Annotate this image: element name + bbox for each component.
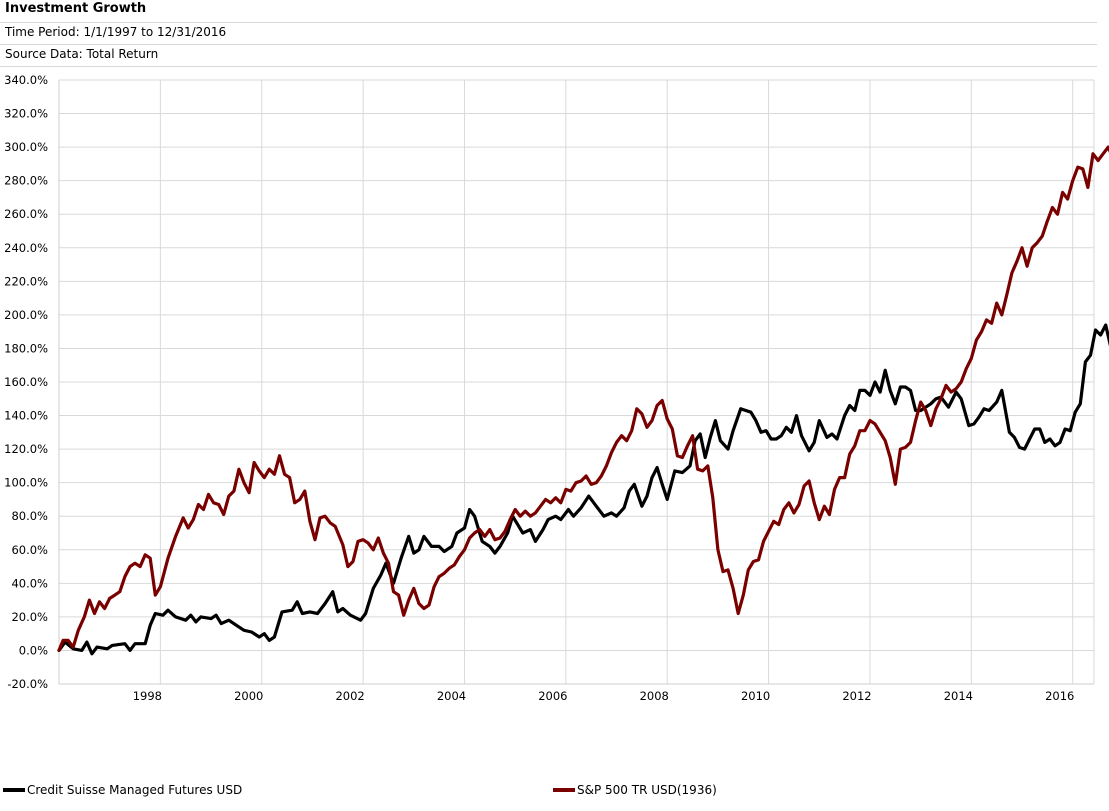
y-tick-label: 100.0% [4, 476, 48, 490]
legend-item-series-1: Credit Suisse Managed Futures USD [3, 782, 242, 798]
y-tick-label: 260.0% [4, 207, 48, 221]
y-tick-label: 0.0% [19, 643, 48, 657]
x-tick-label: 2016 [1045, 689, 1074, 703]
x-tick-label: 2010 [741, 689, 770, 703]
y-tick-label: 20.0% [11, 610, 48, 624]
legend-swatch-series-1 [3, 787, 25, 792]
x-tick-label: 2000 [234, 689, 263, 703]
chart-title-row: Investment Growth [0, 0, 1097, 23]
chart-title: Investment Growth [5, 1, 147, 16]
legend-item-series-2: S&P 500 TR USD(1936) [553, 782, 717, 798]
time-period-label: Time Period: 1/1/1997 to 12/31/2016 [5, 25, 227, 39]
x-tick-label: 2006 [538, 689, 567, 703]
y-tick-label: 180.0% [4, 341, 48, 355]
legend-swatch-series-2 [553, 787, 575, 792]
y-tick-label: 240.0% [4, 241, 48, 255]
y-tick-label: -20.0% [7, 677, 48, 691]
investment-growth-chart: -20.0% 0.0% 20.0% 40.0% 60.0% 80.0% 100.0% 120.… [4, 73, 1109, 703]
legend-label-series-2: S&P 500 TR USD(1936) [577, 783, 717, 797]
y-tick-label: 160.0% [4, 375, 48, 389]
x-tick-label: 2012 [842, 689, 871, 703]
y-tick-label: 220.0% [4, 274, 48, 288]
x-tick-label: 1998 [133, 689, 162, 703]
x-tick-label: 2008 [640, 689, 669, 703]
series-line-1 [57, 323, 1109, 656]
source-data-label: Source Data: Total Return [5, 47, 159, 61]
y-tick-label: 60.0% [11, 543, 48, 557]
y-tick-label: 320.0% [4, 107, 48, 121]
legend-label-series-1: Credit Suisse Managed Futures USD [27, 783, 243, 797]
x-tick-label: 2002 [335, 689, 364, 703]
y-tick-label: 80.0% [11, 509, 48, 523]
y-tick-label: 300.0% [4, 140, 48, 154]
y-tick-label: 280.0% [4, 174, 48, 188]
y-tick-label: 120.0% [4, 442, 48, 456]
y-tick-label: 200.0% [4, 308, 48, 322]
y-tick-label: 140.0% [4, 409, 48, 423]
source-data-row: Source Data: Total Return [0, 44, 1097, 67]
series-line-2 [57, 145, 1109, 652]
y-tick-label: 40.0% [11, 576, 48, 590]
x-tick-label: 2004 [437, 689, 466, 703]
time-period-row: Time Period: 1/1/1997 to 12/31/2016 [0, 22, 1097, 45]
y-tick-label: 340.0% [4, 73, 48, 87]
x-tick-label: 2014 [944, 689, 973, 703]
